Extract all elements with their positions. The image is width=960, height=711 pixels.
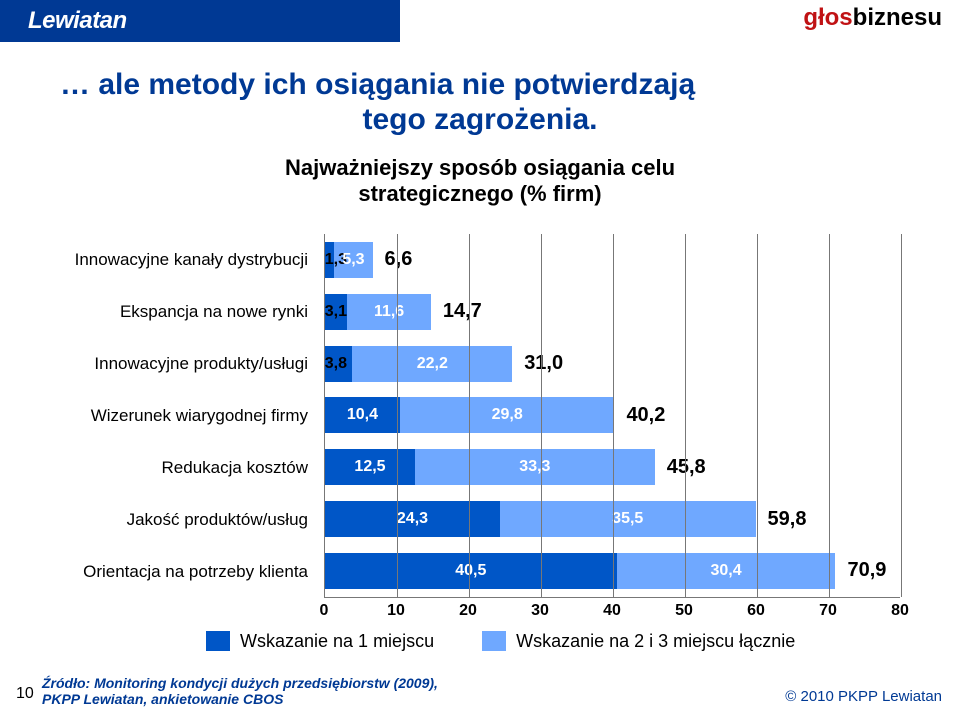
category-label: Redukacja kosztów — [36, 442, 316, 494]
gridline — [901, 234, 902, 597]
x-tick: 30 — [531, 602, 549, 620]
logo-part-black: biznesu — [853, 4, 942, 31]
x-tick: 40 — [603, 602, 621, 620]
x-tick: 70 — [819, 602, 837, 620]
copyright: © 2010 PKPP Lewiatan — [785, 688, 942, 705]
x-tick: 80 — [891, 602, 909, 620]
bar-value-1: 24,3 — [325, 501, 500, 537]
category-label: Wizerunek wiarygodnej firmy — [36, 390, 316, 442]
bar-total: 40,2 — [620, 397, 665, 433]
bar-value-1: 3,1 — [321, 294, 347, 330]
gridline — [541, 234, 542, 597]
legend-item-2: Wskazanie na 2 i 3 miejscu łącznie — [482, 631, 795, 652]
bar-value-2: 33,3 — [415, 449, 655, 485]
bar-total: 6,6 — [379, 242, 413, 278]
legend: Wskazanie na 1 miejscu Wskazanie na 2 i … — [206, 631, 926, 652]
bar-value-1: 10,4 — [325, 397, 400, 433]
bar-chart: Innowacyjne kanały dystrybucjiEkspancja … — [36, 234, 924, 626]
lewiatan-logo: Lewiatan — [28, 7, 127, 35]
page-number: 10 — [16, 685, 34, 703]
category-label: Innowacyjne kanały dystrybucji — [36, 234, 316, 286]
category-axis: Innowacyjne kanały dystrybucjiEkspancja … — [36, 234, 316, 598]
plot-area: 1,35,36,63,111,614,73,822,231,010,429,84… — [324, 234, 900, 598]
title-line-1: … ale metody ich osiągania nie potwierdz… — [60, 68, 695, 101]
x-axis: 01020304050607080 — [324, 598, 900, 624]
glosbiznesu-logo: głosbiznesu — [803, 4, 942, 32]
legend-swatch-2 — [482, 631, 506, 651]
chart-title: Najważniejszy sposób osiągania celu stra… — [0, 155, 960, 208]
gridline — [685, 234, 686, 597]
legend-item-1: Wskazanie na 1 miejscu — [206, 631, 434, 652]
gridline — [613, 234, 614, 597]
slide-footer: 10 Źródło: Monitoring kondycji dużych pr… — [0, 661, 960, 711]
bar-value-2: 22,2 — [352, 346, 512, 382]
title-line-2: tego zagrożenia. — [60, 103, 900, 138]
source-citation: Źródło: Monitoring kondycji dużych przed… — [42, 675, 438, 707]
bar-total: 59,8 — [762, 501, 807, 537]
x-tick: 60 — [747, 602, 765, 620]
slide-page: Lewiatan głosbiznesu … ale metody ich os… — [0, 0, 960, 711]
source-line-2: PKPP Lewiatan, ankietowanie CBOS — [42, 691, 283, 707]
legend-label-2: Wskazanie na 2 i 3 miejscu łącznie — [516, 631, 795, 652]
source-line-1: Źródło: Monitoring kondycji dużych przed… — [42, 675, 438, 691]
chart-title-line-2: strategicznego (% firm) — [358, 181, 601, 206]
top-brand-bar: Lewiatan głosbiznesu — [0, 0, 960, 42]
x-tick: 20 — [459, 602, 477, 620]
bar-total: 14,7 — [437, 294, 482, 330]
logo-part-red: głos — [803, 4, 852, 31]
x-tick: 0 — [320, 602, 329, 620]
slide-title: … ale metody ich osiągania nie potwierdz… — [60, 68, 900, 137]
bar-value-2: 29,8 — [400, 397, 615, 433]
bar-value-1: 3,8 — [321, 346, 347, 382]
gridline — [469, 234, 470, 597]
legend-swatch-1 — [206, 631, 230, 651]
x-tick: 10 — [387, 602, 405, 620]
bar-value-2: 5,3 — [334, 242, 372, 278]
bar-value-2: 11,6 — [347, 294, 431, 330]
category-label: Jakość produktów/usług — [36, 494, 316, 546]
bar-total: 70,9 — [841, 553, 886, 589]
gridline — [757, 234, 758, 597]
brand-bar-left: Lewiatan — [0, 0, 400, 42]
bar-total: 45,8 — [661, 449, 706, 485]
category-label: Innowacyjne produkty/usługi — [36, 338, 316, 390]
category-label: Orientacja na potrzeby klienta — [36, 546, 316, 598]
category-label: Ekspancja na nowe rynki — [36, 286, 316, 338]
bar-value-1: 40,5 — [325, 553, 617, 589]
bar-value-2: 30,4 — [617, 553, 836, 589]
bar-value-2: 35,5 — [500, 501, 756, 537]
gridline — [829, 234, 830, 597]
chart-title-line-1: Najważniejszy sposób osiągania celu — [285, 155, 675, 180]
bar-value-1: 12,5 — [325, 449, 415, 485]
legend-label-1: Wskazanie na 1 miejscu — [240, 631, 434, 652]
x-tick: 50 — [675, 602, 693, 620]
gridline — [397, 234, 398, 597]
